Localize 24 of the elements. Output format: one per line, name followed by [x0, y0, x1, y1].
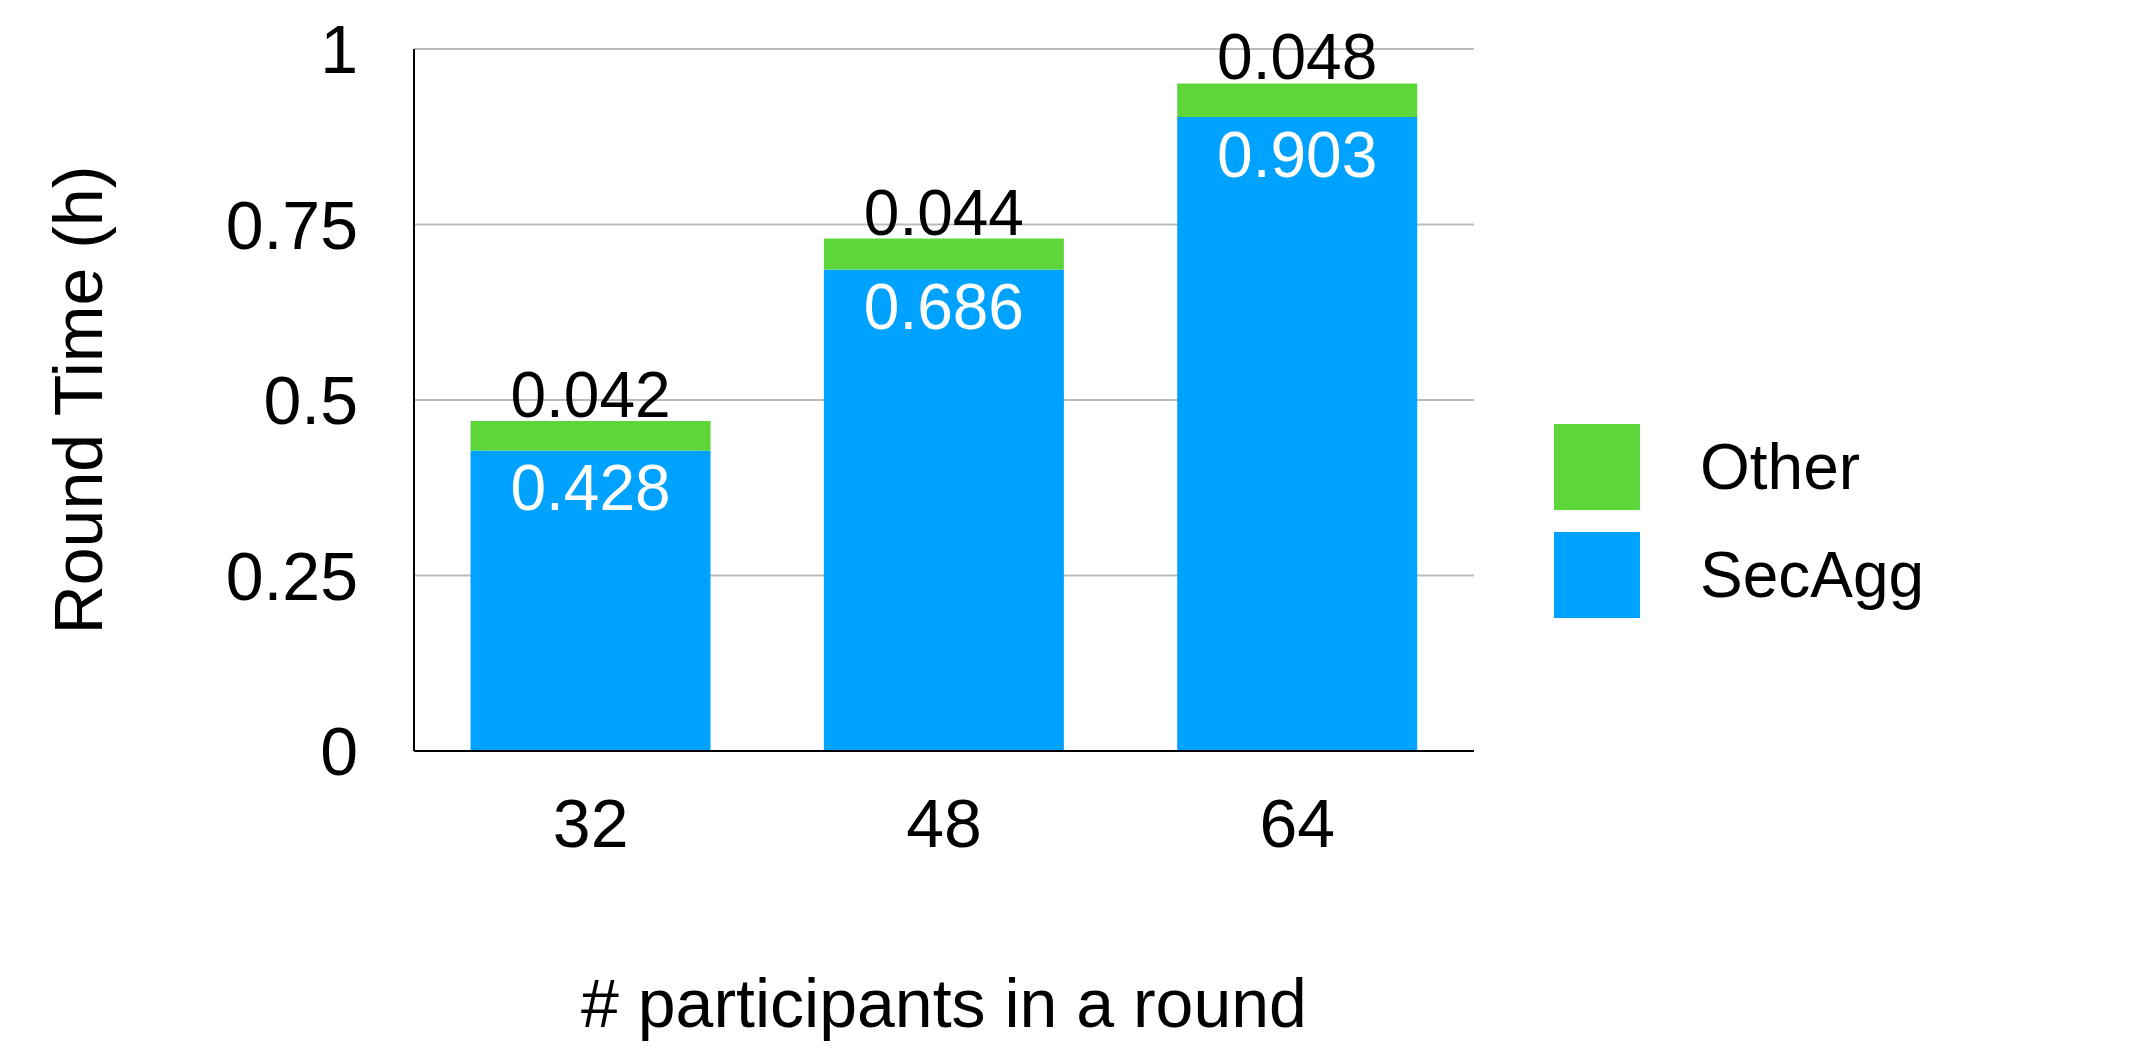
y-tick-label: 0.25: [225, 537, 358, 614]
x-axis-title: # participants in a round: [581, 965, 1307, 1041]
data-label: 0.044: [863, 176, 1024, 249]
y-tick-label: 0.5: [263, 362, 358, 439]
legend-label: Other: [1700, 429, 1861, 504]
data-label: 0.428: [510, 451, 671, 524]
x-tick-label: 48: [906, 785, 982, 862]
data-label: 0.048: [1217, 21, 1378, 94]
bar: [1177, 117, 1418, 751]
data-label: 0.903: [1217, 118, 1378, 191]
x-tick-label: 32: [552, 785, 629, 862]
y-axis-title: Round Time (h): [40, 165, 117, 635]
legend-label: SecAgg: [1700, 537, 1925, 612]
data-label: 0.042: [510, 359, 671, 432]
bar: [470, 421, 711, 451]
bar: [823, 269, 1064, 751]
bar: [823, 238, 1064, 270]
y-tick-label: 0.75: [225, 186, 358, 263]
data-label: 0.686: [863, 270, 1024, 343]
bar: [1177, 83, 1418, 118]
bar: [470, 450, 711, 751]
y-tick-label: 1: [320, 11, 358, 88]
x-tick-label: 64: [1259, 785, 1336, 862]
y-tick-label: 0: [320, 713, 358, 790]
